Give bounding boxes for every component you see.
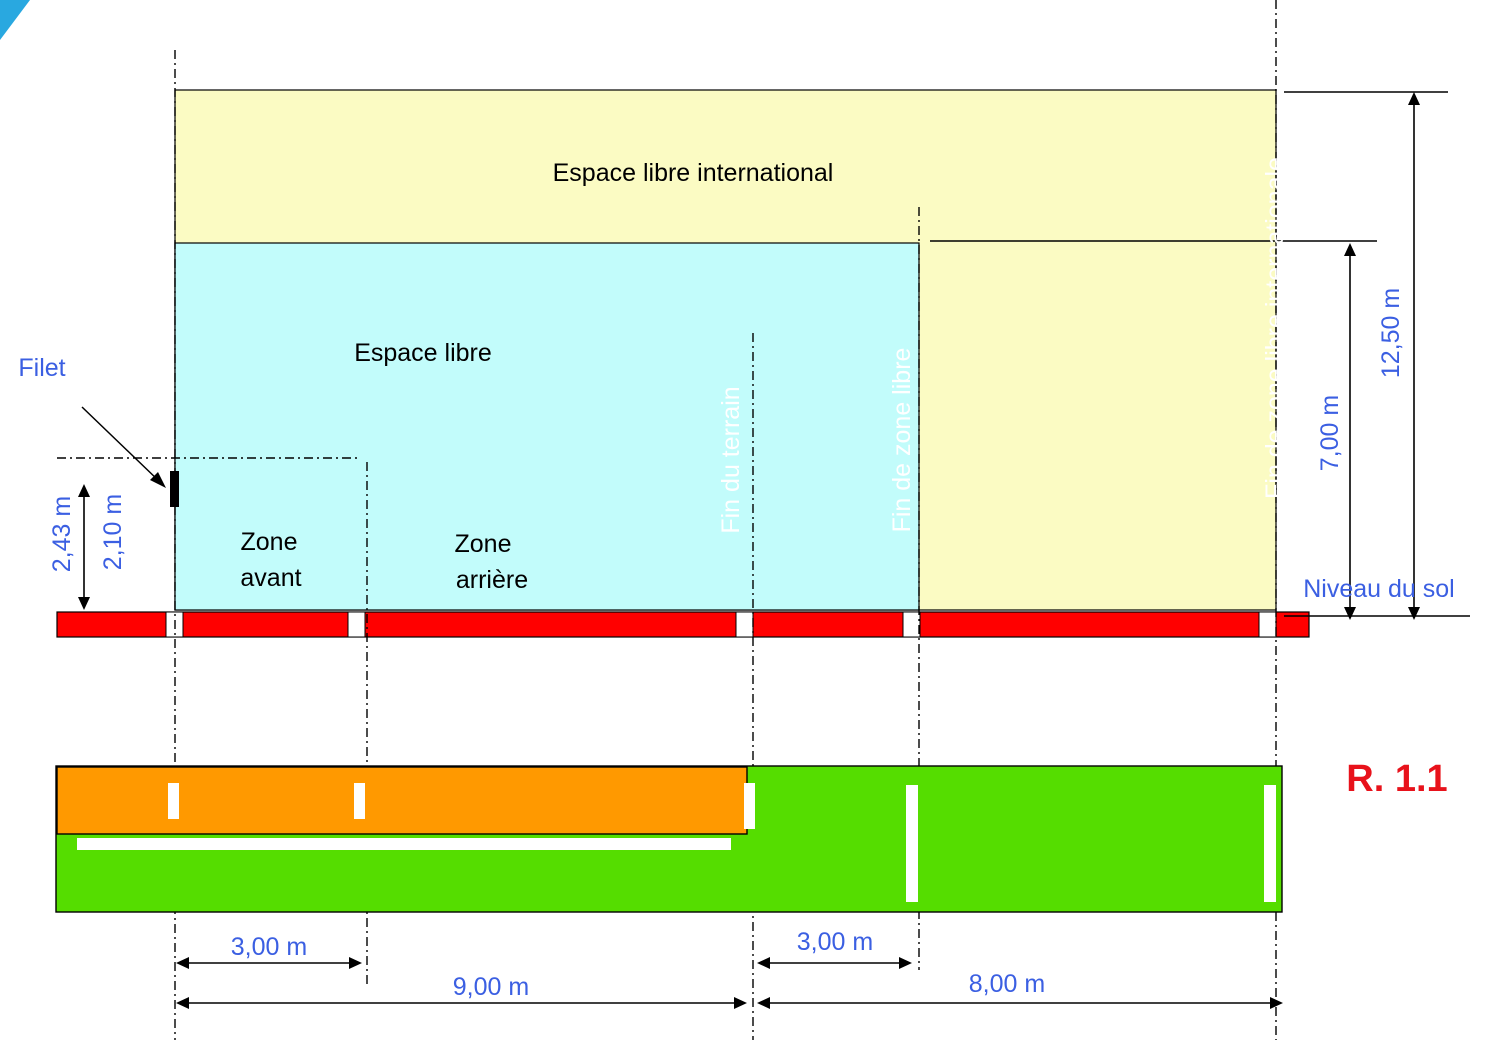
free-space-area	[174, 242, 920, 611]
dim-intl-zone-length: 8,00 m	[969, 970, 1045, 998]
label-international-space: Espace libre international	[553, 159, 834, 187]
label-free-space: Espace libre	[354, 339, 492, 367]
plan-markers	[168, 783, 1276, 902]
label-net: Filet	[18, 354, 65, 382]
corner-logo-fragment	[0, 0, 30, 40]
label-back-zone-line2: arrière	[456, 566, 528, 594]
dim-free-height: 7,00 m	[1316, 395, 1344, 471]
label-front-zone-line1: Zone	[241, 528, 298, 556]
dim-net-height-women: 2,10 m	[99, 494, 127, 570]
label-end-intl-zone: Fin de zone libre internationale	[1261, 157, 1289, 499]
net-pointer-arrow	[81, 406, 161, 483]
label-end-court: Fin du terrain	[717, 386, 745, 533]
dim-front-zone-length: 3,00 m	[231, 933, 307, 961]
guide-lines	[57, 0, 1277, 1040]
dim-intl-height: 12,50 m	[1377, 288, 1405, 378]
label-end-free-zone: Fin de zone libre	[888, 348, 916, 533]
figure-reference: R. 1.1	[1346, 758, 1447, 800]
ground-marker-intl-zone	[1258, 611, 1277, 638]
ground-strip	[56, 611, 1310, 638]
ground-marker-end-line	[735, 611, 754, 638]
label-ground-level: Niveau du sol	[1303, 575, 1454, 603]
length-arrows	[176, 957, 1283, 1009]
net-pointer-arrowhead	[150, 472, 166, 488]
plan-white-line	[77, 838, 731, 850]
dim-court-half-length: 9,00 m	[453, 973, 529, 1001]
ground-line-markers	[165, 611, 1277, 638]
ground-marker-attack-line	[347, 611, 366, 638]
ground-marker-free-zone	[902, 611, 921, 638]
height-arrows	[78, 92, 1420, 620]
label-front-zone-line2: avant	[240, 564, 301, 592]
dim-net-height-men: 2,43 m	[48, 496, 76, 572]
dim-free-zone-length: 3,00 m	[797, 928, 873, 956]
label-back-zone-line1: Zone	[455, 530, 512, 558]
plan-orange-court	[56, 766, 748, 835]
